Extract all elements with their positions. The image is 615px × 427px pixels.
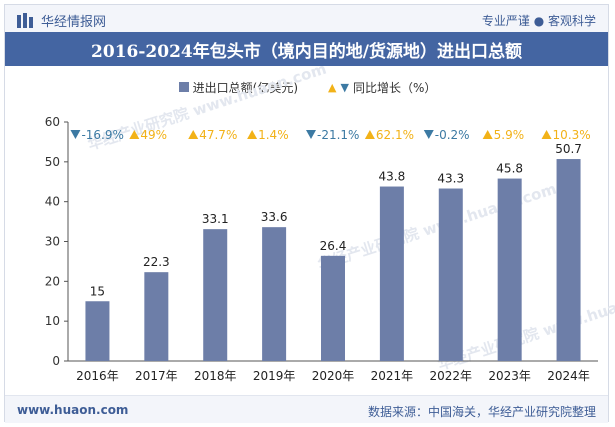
x-tick-label-3: 2019年: [253, 369, 296, 383]
growth-down-triangle-icon-6: [423, 130, 434, 139]
legend-bar-swatch: [178, 82, 189, 92]
chart-title: 2016-2024年包头市（境内目的地/货源地）进出口总额: [5, 32, 608, 66]
bar-3: [262, 227, 287, 361]
bar-value-label-0: 15: [90, 284, 105, 298]
bar-0: [85, 301, 110, 361]
growth-label-2: 47.7%: [199, 128, 237, 142]
bar-value-label-6: 43.3: [437, 172, 464, 186]
growth-label-5: 62.1%: [376, 128, 414, 142]
legend-label-total: 进出口总额(亿美元): [192, 80, 299, 95]
x-tick-label-2: 2018年: [194, 369, 237, 383]
x-tick-label-5: 2021年: [371, 369, 414, 383]
growth-label-0: -16.9%: [81, 128, 123, 142]
footer-url[interactable]: www.huaon.com: [17, 403, 129, 417]
watermark-text-1: 华经产业研究院 www.huaon.com: [316, 180, 559, 274]
y-tick-label-1: 10: [45, 314, 60, 328]
bar-value-label-8: 50.7: [555, 142, 582, 156]
x-tick-label-8: 2024年: [547, 369, 590, 383]
brand-name: 华经情报网: [41, 15, 107, 30]
bar-7: [497, 178, 522, 361]
x-tick-label-4: 2020年: [312, 369, 355, 383]
footer-source: 数据来源：中国海关，华经产业研究院整理: [367, 405, 596, 419]
footer-bar: www.huaon.com 数据来源：中国海关，华经产业研究院整理: [5, 395, 608, 423]
x-tick-label-1: 2017年: [135, 369, 178, 383]
legend-item-total: 进出口总额(亿美元): [178, 79, 299, 96]
bar-4: [321, 255, 345, 361]
growth-down-triangle-icon-0: [70, 130, 81, 139]
x-tick-label-0: 2016年: [76, 369, 119, 383]
growth-up-triangle-icon-5: [364, 130, 375, 139]
growth-label-3: 1.4%: [258, 128, 289, 142]
x-tick-label-7: 2023年: [488, 369, 531, 383]
growth-up-triangle-icon-1: [129, 130, 140, 139]
y-tick-label-5: 50: [45, 155, 60, 169]
growth-up-triangle-icon-2: [188, 130, 199, 139]
tagline: 专业严谨 ● 客观科学: [481, 14, 596, 28]
y-tick-label-2: 20: [45, 274, 60, 288]
x-tick-label-6: 2022年: [430, 369, 473, 383]
bar-value-label-7: 45.8: [496, 162, 523, 176]
growth-down-triangle-icon-4: [306, 130, 316, 139]
bar-value-label-1: 22.3: [143, 255, 170, 269]
legend-label-growth: 同比增长（%）: [352, 80, 437, 95]
bar-1: [144, 272, 169, 361]
growth-label-8: 10.3%: [553, 128, 591, 142]
brand: 华经情报网: [17, 11, 106, 30]
legend-item-growth: ▲ ▼ 同比增长（%）: [328, 79, 436, 96]
triangle-down-icon: ▼: [340, 80, 349, 94]
growth-up-triangle-icon-3: [247, 130, 258, 139]
triangle-up-icon: ▲: [328, 80, 337, 94]
bar-value-label-2: 33.1: [202, 212, 229, 226]
bar-value-label-3: 33.6: [261, 210, 288, 224]
growth-label-7: 5.9%: [494, 128, 524, 142]
bar-5: [379, 186, 404, 361]
bar-8: [556, 159, 581, 361]
bar-value-label-4: 26.4: [320, 239, 347, 253]
growth-up-triangle-icon-8: [541, 130, 552, 139]
growth-label-1: 49%: [140, 128, 167, 142]
y-tick-label-6: 60: [45, 115, 60, 129]
y-tick-label-4: 40: [45, 195, 60, 209]
y-tick-label-3: 30: [45, 235, 60, 249]
growth-up-triangle-icon-7: [482, 130, 493, 139]
huajing-logo-icon: [17, 13, 33, 28]
bar-2: [203, 229, 228, 361]
top-bar: 华经情报网 专业严谨 ● 客观科学: [5, 5, 608, 33]
bar-value-label-5: 43.8: [379, 170, 406, 184]
growth-label-4: -21.1%: [317, 128, 359, 142]
y-tick-label-0: 0: [52, 354, 60, 368]
bar-6: [438, 188, 463, 361]
growth-label-6: -0.2%: [435, 128, 470, 142]
chart-legend: 进出口总额(亿美元) ▲ ▼ 同比增长（%）: [0, 78, 615, 96]
